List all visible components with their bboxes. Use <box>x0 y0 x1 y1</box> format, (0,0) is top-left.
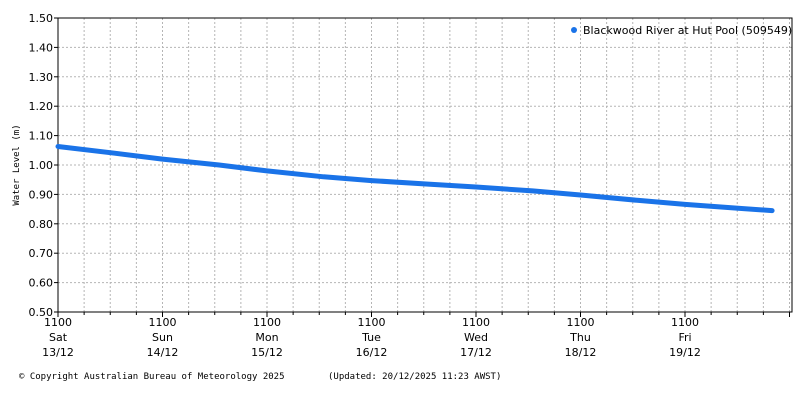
x-tick-label: Tue <box>361 331 381 344</box>
legend-entry: Blackwood River at Hut Pool (509549) <box>583 24 792 37</box>
y-tick-label: 0.50 <box>29 306 54 319</box>
y-tick-label: 1.40 <box>29 41 54 54</box>
plot-frame <box>57 17 793 313</box>
x-tick-label: Fri <box>678 331 691 344</box>
x-tick-label: 16/12 <box>356 346 388 359</box>
x-tick-label: 1100 <box>567 316 595 329</box>
y-tick-label: 1.20 <box>29 100 54 113</box>
y-tick-label: 0.60 <box>29 277 54 290</box>
y-axis-label: Water Level (m) <box>12 124 22 205</box>
x-tick-label: Sat <box>49 331 68 344</box>
legend: Blackwood River at Hut Pool (509549) <box>571 24 792 37</box>
y-tick-label: 1.00 <box>29 159 54 172</box>
x-tick-label: Sun <box>152 331 173 344</box>
x-axis: 1100 Sat 13/12 1100 Sun 14/12 1100 Mon 15/12 1100… <box>42 312 790 359</box>
copyright-text: © Copyright Australian Bureau of Meteoro… <box>19 372 285 382</box>
legend-marker <box>571 27 577 33</box>
x-tick-label: 14/12 <box>147 346 179 359</box>
x-tick-label: 18/12 <box>565 346 597 359</box>
y-tick-label: 1.10 <box>29 130 54 143</box>
x-tick-label: 19/12 <box>669 346 701 359</box>
x-tick-label: 1100 <box>149 316 177 329</box>
x-tick-label: Thu <box>569 331 591 344</box>
y-tick-label: 1.30 <box>29 71 54 84</box>
y-axis: 0.50 0.60 0.70 0.80 0.90 1.00 1.10 1.20 1.30 1.40… <box>29 12 58 319</box>
x-tick-label: 17/12 <box>460 346 492 359</box>
x-tick-label: 1100 <box>671 316 699 329</box>
y-tick-label: 0.90 <box>29 188 54 201</box>
series-layer <box>55 144 775 214</box>
x-tick-label: Mon <box>255 331 278 344</box>
x-tick-label: 1100 <box>253 316 281 329</box>
x-tick-label: Wed <box>464 331 488 344</box>
grid <box>58 18 792 312</box>
x-tick-label: 1100 <box>358 316 386 329</box>
series-line <box>55 144 775 214</box>
x-tick-label: 13/12 <box>42 346 74 359</box>
x-tick-label: 1100 <box>462 316 490 329</box>
updated-text: (Updated: 20/12/2025 11:23 AWST) <box>328 372 502 382</box>
y-tick-label: 1.50 <box>29 12 54 25</box>
y-tick-label: 0.70 <box>29 247 54 260</box>
x-tick-label: 15/12 <box>251 346 283 359</box>
x-tick-label: 1100 <box>44 316 72 329</box>
y-tick-label: 0.80 <box>29 218 54 231</box>
